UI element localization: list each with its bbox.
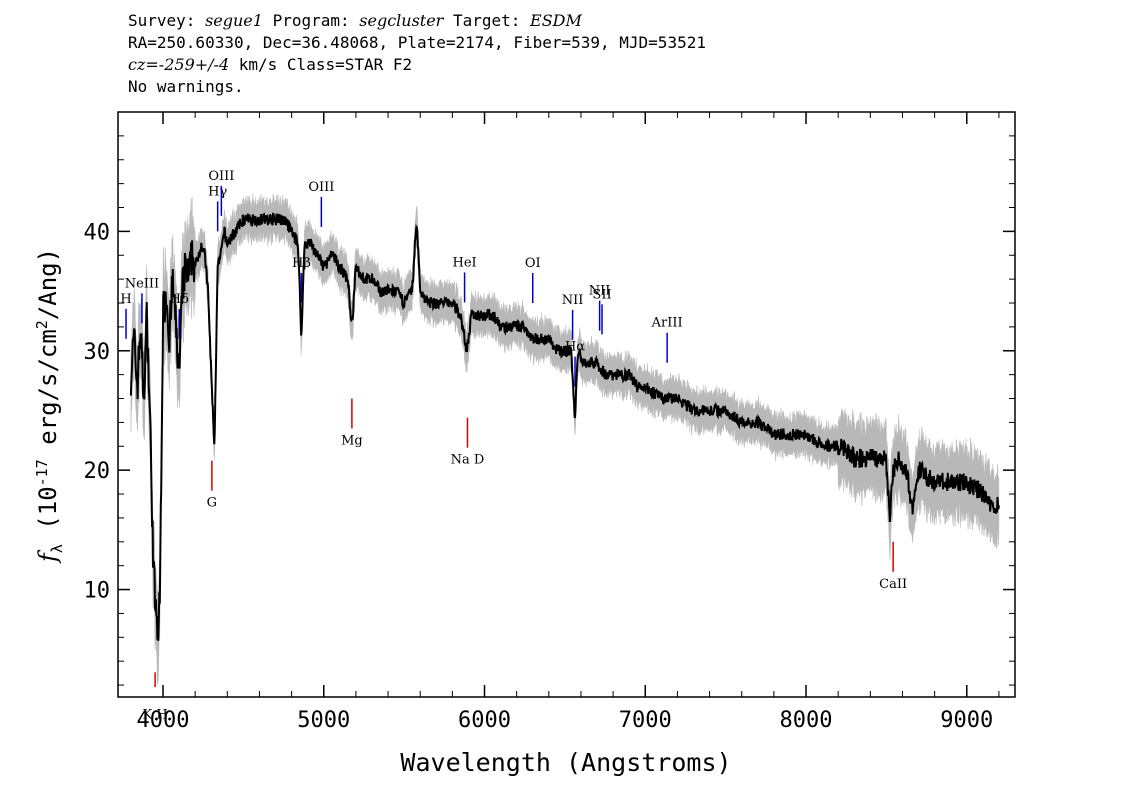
spectral-line-label: H bbox=[120, 292, 131, 307]
x-tick-label: 6000 bbox=[458, 708, 511, 733]
spectral-line-label: HeI bbox=[452, 255, 476, 270]
program-label: Program: bbox=[262, 11, 360, 30]
y-tick-label: 30 bbox=[84, 340, 111, 365]
spectral-line-label: Na D bbox=[451, 453, 485, 468]
y-tick-label: 20 bbox=[84, 459, 111, 484]
spectral-line-label: Mg bbox=[341, 434, 363, 449]
error-band-layer bbox=[130, 193, 1000, 685]
header-line-1: Survey: segue1 Program: segcluster Targe… bbox=[128, 10, 706, 32]
x-axis-label: Wavelength (Angstroms) bbox=[400, 748, 731, 777]
class-text: km/s Class=STAR F2 bbox=[229, 55, 413, 74]
x-tick-label: 7000 bbox=[619, 708, 672, 733]
plot-frame bbox=[117, 111, 1016, 698]
spectral-line-label: OI bbox=[525, 256, 541, 271]
spectral-line-label: SII bbox=[592, 287, 611, 302]
y-tick-label: 40 bbox=[84, 220, 111, 245]
spectral-line-label: NII bbox=[562, 293, 584, 308]
survey-label: Survey: bbox=[128, 11, 206, 30]
axis-ticks-layer: 4000 5000 6000 7000 8000 9000 10 20 30 40 bbox=[84, 112, 1015, 733]
y-axis-label: fλ (10-17 erg/s/cm2/Ang) bbox=[33, 248, 66, 564]
target-label: Target: bbox=[443, 11, 531, 30]
spectral-line-label: Hγ bbox=[208, 184, 227, 199]
header-line-4: No warnings. bbox=[128, 77, 244, 96]
survey-value: segue1 bbox=[205, 11, 263, 30]
program-value: segcluster bbox=[359, 11, 444, 30]
spectral-line-label: OIII bbox=[308, 180, 334, 195]
spectrum-header: Survey: segue1 Program: segcluster Targe… bbox=[128, 10, 706, 98]
header-line-3: cz=-259+/-4 km/s Class=STAR F2 bbox=[128, 54, 706, 76]
header-line-2: RA=250.60330, Dec=36.48068, Plate=2174, … bbox=[128, 33, 706, 52]
spectral-line-label: K H bbox=[143, 707, 168, 722]
spectral-line-label: ArIII bbox=[651, 316, 683, 331]
redshift-value: cz=-259+/-4 bbox=[128, 55, 230, 74]
x-tick-label: 9000 bbox=[940, 708, 993, 733]
spectral-line-label: NII bbox=[589, 284, 611, 299]
target-value: ESDM bbox=[530, 11, 582, 30]
x-tick-label: 4000 bbox=[137, 708, 190, 733]
flux-layer bbox=[129, 212, 1000, 641]
x-tick-label: 5000 bbox=[297, 708, 350, 733]
spectral-line-label: OIII bbox=[208, 169, 234, 184]
x-tick-label: 8000 bbox=[780, 708, 833, 733]
flux-error-band bbox=[130, 193, 1000, 685]
spectral-line-label: CaII bbox=[879, 577, 907, 592]
spectral-line-label: Hβ bbox=[292, 256, 311, 271]
y-tick-label: 10 bbox=[84, 579, 111, 604]
svg-text:fλ (10-17 erg/s/cm2/Ang): fλ (10-17 erg/s/cm2/Ang) bbox=[33, 248, 66, 564]
spectral-line-label: G bbox=[207, 496, 217, 511]
flux-series-line bbox=[129, 212, 1000, 641]
spectral-line-label: NeIII bbox=[125, 276, 159, 291]
